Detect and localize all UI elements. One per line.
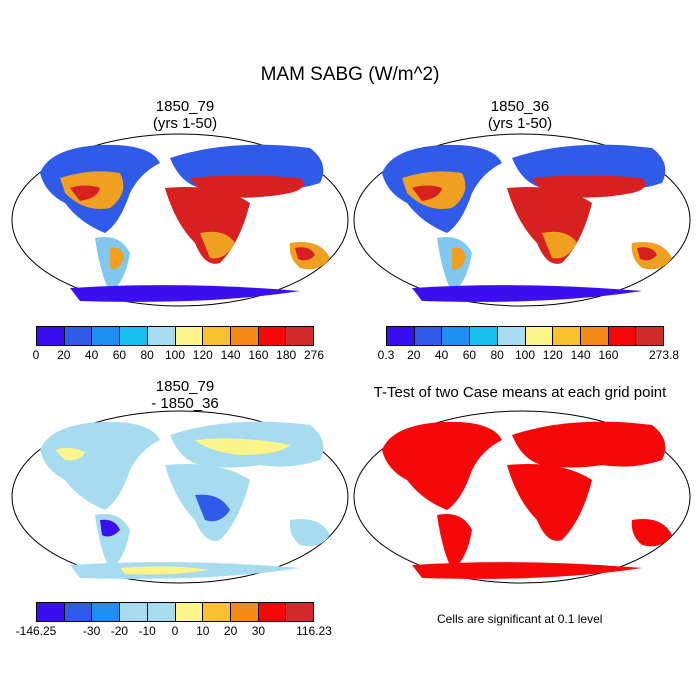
colorbar-1-box (92, 327, 121, 345)
colorbar-1-tick-label: 80 (140, 348, 154, 362)
colorbar-2-box (580, 327, 609, 345)
colorbar-3-tick-label: -146.25 (15, 624, 57, 638)
colorbar-3-box (203, 603, 231, 621)
map-panel-difference (11, 410, 349, 584)
colorbar-3-tick-label: 10 (196, 624, 210, 638)
colorbar-2-tick-label: 20 (407, 348, 421, 362)
colorbar-1-tick-label: 0 (32, 348, 40, 362)
colorbar-1-box (64, 327, 93, 345)
colorbar-2-box (442, 327, 471, 345)
colorbar-1-tick-label: 120 (192, 348, 213, 362)
colorbar-1-box (37, 327, 65, 345)
colorbar-3-box (37, 603, 65, 621)
colorbar-1-tick-label: 140 (220, 348, 241, 362)
colorbar-3-box (92, 603, 121, 621)
panel-4-title: T-Test of two Case means at each grid po… (373, 384, 667, 401)
colorbar-2-box (636, 327, 664, 345)
colorbar-1-tick-label: 180 (276, 348, 297, 362)
colorbar-3-box (258, 603, 287, 621)
colorbar-3-box (175, 603, 204, 621)
colorbar-3 (36, 602, 314, 622)
colorbar-1-box (175, 327, 204, 345)
colorbar-2-box (497, 327, 526, 345)
colorbar-3-tick-label: 20 (223, 624, 238, 638)
colorbar-2-box (525, 327, 554, 345)
panel-2-title: 1850_36 (yrs 1-50) (487, 98, 553, 132)
colorbar-2-tick-label: 0.3 (377, 348, 395, 362)
colorbar-3-box (120, 603, 148, 621)
colorbar-3-tick-label: 116.23 (296, 624, 332, 638)
colorbar-1-box (147, 327, 176, 345)
colorbar-2-tick-label: 100 (514, 348, 536, 362)
colorbar-1 (36, 326, 314, 346)
panel-3-title: 1850_79 - 1850_36 (151, 378, 219, 412)
colorbar-1-box (258, 327, 287, 345)
colorbar-3-tick-label: -30 (82, 624, 101, 638)
map-panel-1850-36 (353, 133, 691, 307)
colorbar-3-tick-label: -20 (110, 624, 129, 638)
colorbar-2-box (470, 327, 498, 345)
colorbar-3-box (230, 603, 259, 621)
colorbar-1-box (286, 327, 314, 345)
colorbar-1-tick-label: 20 (57, 348, 71, 362)
colorbar-1-labels: 0 20 40 60 80 100 120 140 160 180 276 (32, 346, 324, 362)
colorbar-3-box (147, 603, 176, 621)
colorbar-2-box (608, 327, 637, 345)
colorbar-3-tick-label: 30 (251, 624, 266, 638)
colorbar-3-labels: -146.25 -30 -20 -10 0 10 20 30 116.23 (16, 622, 332, 638)
colorbar-2-tick-label: 160 (598, 348, 619, 362)
colorbar-1-tick-label: 60 (112, 348, 127, 362)
colorbar-1-box (120, 327, 148, 345)
colorbar-2-box (414, 327, 443, 345)
colorbar-1-tick-label: 40 (84, 348, 99, 362)
colorbar-2-tick-label: 40 (434, 348, 449, 362)
colorbar-1-tick-label: 160 (248, 348, 269, 362)
colorbar-2-tick-label: 140 (570, 348, 591, 362)
colorbar-2-tick-label: 60 (462, 348, 477, 362)
figure-title: MAM SABG (W/m^2) (260, 64, 440, 85)
colorbar-2-tick-label: 80 (490, 348, 504, 362)
map-panel-1850-79 (11, 133, 349, 307)
significance-note: Cells are significant at 0.1 level (437, 612, 603, 626)
colorbar-2-box (387, 327, 415, 345)
colorbar-3-box (286, 603, 314, 621)
colorbar-1-box (203, 327, 231, 345)
colorbar-3-box (64, 603, 93, 621)
colorbar-1-tick-label: 276 (303, 348, 325, 362)
colorbar-2 (386, 326, 664, 346)
colorbar-3-tick-label: 0 (171, 624, 179, 638)
colorbar-1-tick-label: 100 (164, 348, 186, 362)
colorbar-2-tick-label: 120 (542, 348, 563, 362)
panel-1-title: 1850_79 (yrs 1-50) (152, 98, 218, 132)
colorbar-2-tick-label: 273.8 (648, 348, 680, 362)
colorbar-1-box (230, 327, 259, 345)
colorbar-2-labels: 0.3 20 40 60 80 100 120 140 160 273.8 (378, 346, 679, 362)
colorbar-2-box (553, 327, 581, 345)
map-panel-ttest (353, 410, 691, 584)
colorbar-3-tick-label: -10 (138, 624, 156, 638)
